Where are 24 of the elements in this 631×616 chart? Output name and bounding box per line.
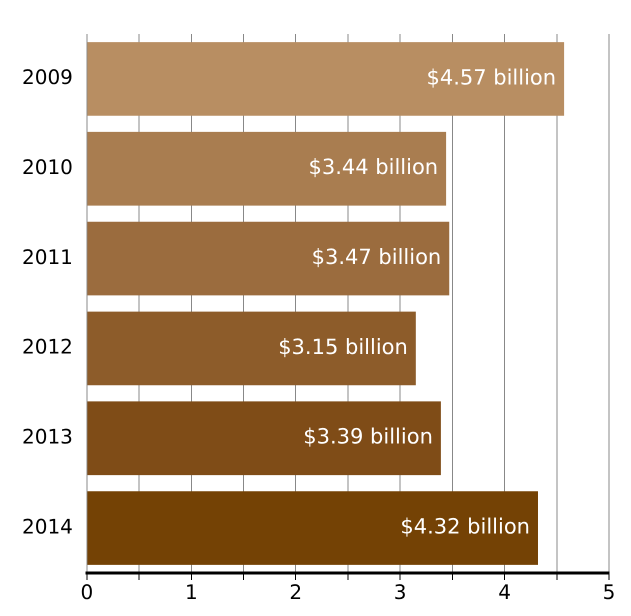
bar [87,491,538,565]
y-tick-label: 2009 [22,65,73,90]
x-tick-label: 4 [498,580,511,604]
data-label: $3.39 billion [303,424,433,449]
y-tick-label: 2013 [22,424,73,448]
x-tick-label: 3 [394,580,407,604]
x-tick-label: 0 [80,580,94,604]
y-tick-label: 2011 [22,244,73,269]
data-label: $3.44 billion [308,155,438,180]
bar [87,132,446,206]
bar [87,222,450,296]
data-label: $3.47 billion [312,245,442,270]
y-tick-label: 2012 [22,334,73,359]
y-tick-label: 2010 [22,154,73,179]
bar [87,312,416,386]
data-label: $3.15 billion [278,334,408,359]
data-label: $4.32 billion [400,514,530,539]
y-tick-label: 2014 [22,514,73,538]
x-tick-label: 1 [184,580,198,604]
x-tick-label: 5 [602,580,616,604]
bar [87,401,441,476]
bar [87,42,564,116]
data-label: $4.57 billion [426,65,556,90]
x-tick-label: 2 [289,580,302,604]
